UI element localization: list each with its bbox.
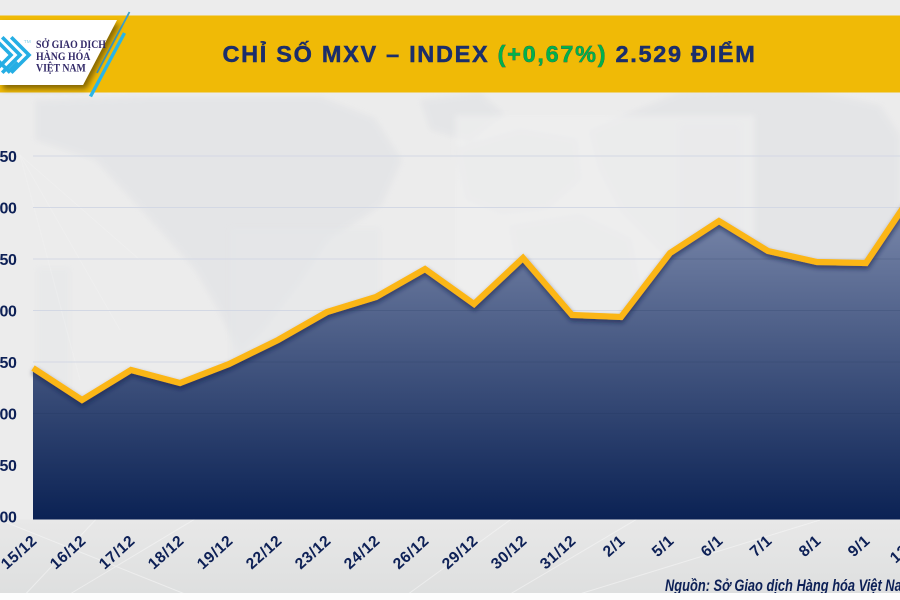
svg-text:50: 50 bbox=[0, 252, 17, 269]
svg-text:50: 50 bbox=[0, 458, 17, 475]
svg-text:00: 00 bbox=[0, 406, 17, 423]
svg-text:50: 50 bbox=[0, 355, 17, 372]
svg-text:00: 00 bbox=[0, 200, 17, 217]
svg-text:VIỆT NAM: VIỆT NAM bbox=[36, 61, 86, 75]
svg-text:TM: TM bbox=[24, 39, 31, 45]
svg-text:CHỈ SỐ MXV – INDEX (+0,67%) 2.: CHỈ SỐ MXV – INDEX (+0,67%) 2.529 ĐIỂM bbox=[222, 39, 756, 67]
svg-text:HÀNG HÓA: HÀNG HÓA bbox=[36, 50, 90, 63]
svg-text:00: 00 bbox=[0, 303, 17, 320]
svg-text:Nguồn: Sở Giao dịch Hàng hóa V: Nguồn: Sở Giao dịch Hàng hóa Việt Nam bbox=[665, 578, 900, 596]
svg-text:00: 00 bbox=[0, 509, 17, 526]
svg-text:50: 50 bbox=[0, 149, 17, 166]
svg-text:SỞ GIAO DỊCH: SỞ GIAO DỊCH bbox=[36, 38, 106, 51]
